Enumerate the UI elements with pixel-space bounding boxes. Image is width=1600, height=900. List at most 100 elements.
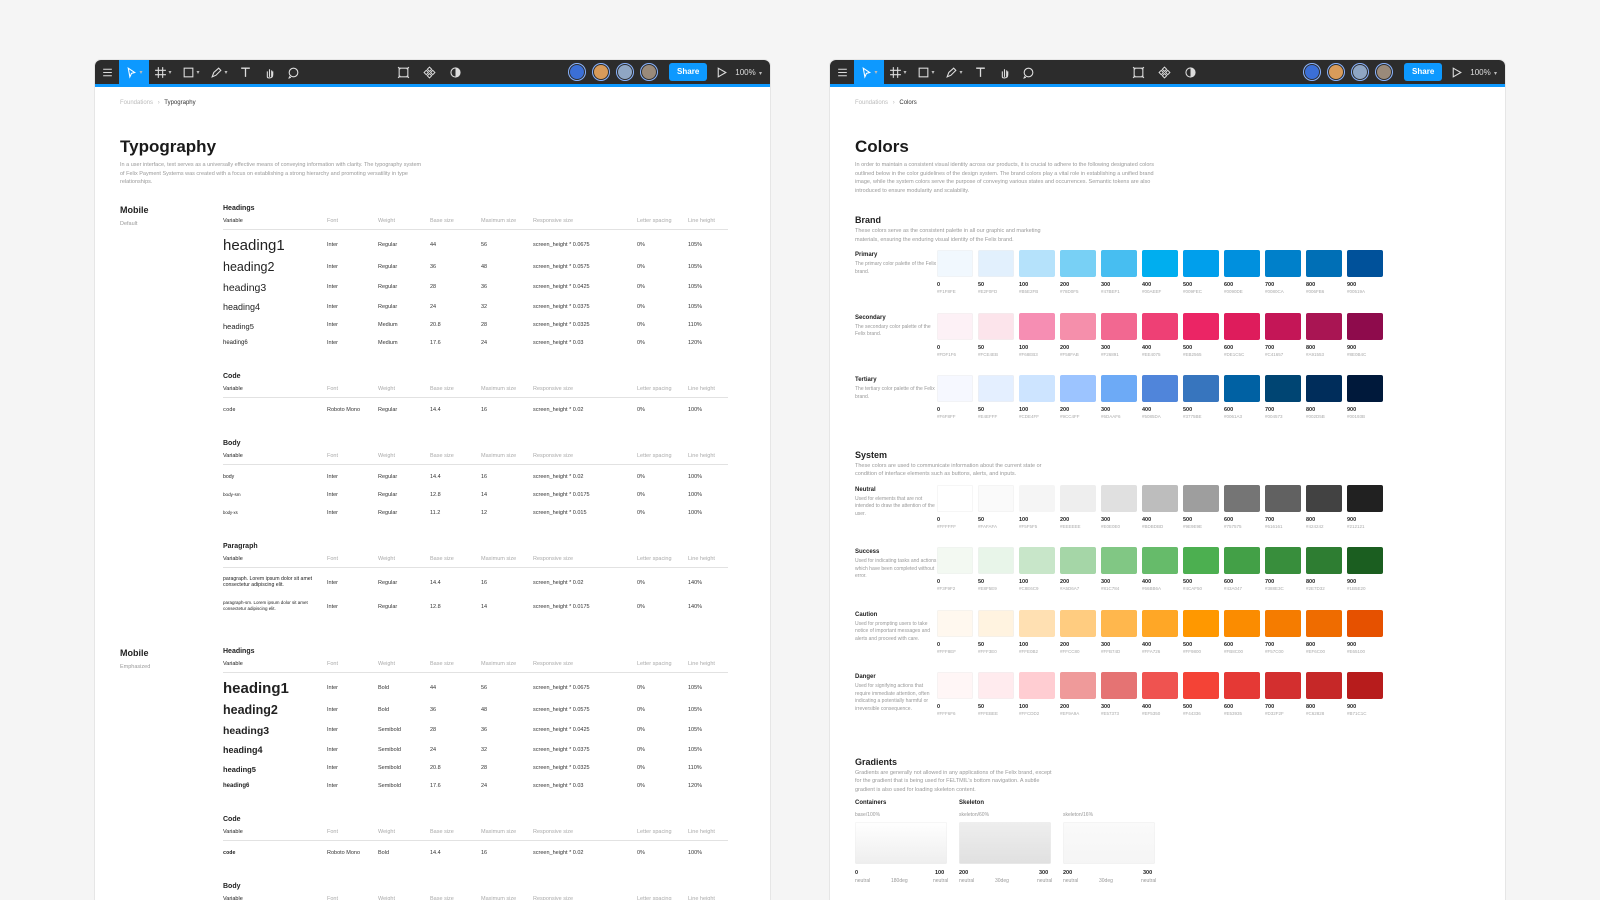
color-swatch[interactable]: 0 #FFF8EF [937, 609, 973, 654]
color-swatch[interactable]: 800 #424242 [1306, 484, 1342, 529]
color-swatch[interactable]: 300 #6DAAF6 [1101, 375, 1137, 419]
color-swatch[interactable]: 500 #4CAF50 [1183, 547, 1219, 591]
gradient-swatch[interactable] [959, 821, 1051, 864]
color-swatch[interactable]: 0 #FFF6F6 [937, 672, 973, 716]
present-icon[interactable] [713, 60, 729, 86]
color-swatch[interactable]: 700 #D32F2F [1265, 672, 1301, 716]
color-swatch[interactable]: 200 #A5D6A7 [1060, 547, 1096, 591]
hand-icon[interactable] [257, 60, 281, 86]
color-swatch[interactable]: 900 #00519A [1347, 250, 1383, 294]
color-swatch[interactable]: 100 #C8E6C9 [1019, 547, 1055, 591]
color-swatch[interactable]: 50 #FCE4EB [978, 312, 1014, 357]
avatar[interactable] [1328, 64, 1345, 80]
color-swatch[interactable]: 800 #002D5B [1306, 375, 1342, 419]
component-set-icon[interactable] [391, 60, 415, 86]
comment-icon[interactable] [1016, 60, 1040, 86]
color-swatch[interactable]: 200 #78D0F5 [1060, 250, 1096, 294]
color-swatch[interactable]: 900 #8E0B4C [1347, 312, 1383, 357]
avatar[interactable] [1376, 64, 1393, 80]
color-swatch[interactable]: 900 #E65100 [1347, 609, 1383, 654]
color-swatch[interactable]: 50 #FAFAFA [978, 484, 1014, 529]
hand-icon[interactable] [992, 60, 1016, 86]
avatar[interactable] [641, 64, 658, 80]
color-swatch[interactable]: 0 #F6F8FF [937, 375, 973, 419]
gradient-swatch[interactable] [1063, 821, 1155, 864]
avatar[interactable] [1352, 64, 1369, 80]
color-swatch[interactable]: 200 #9CC4FF [1060, 375, 1096, 419]
color-swatch[interactable]: 500 #EB2565 [1183, 312, 1219, 357]
color-swatch[interactable]: 400 #00AEEF [1142, 250, 1178, 294]
color-swatch[interactable]: 200 #F58FAB [1060, 312, 1096, 357]
component-set-icon[interactable] [1126, 60, 1150, 86]
color-swatch[interactable]: 500 #3775BE [1183, 375, 1219, 419]
gradient-swatch[interactable] [855, 821, 947, 864]
color-swatch[interactable]: 100 #FFCDD2 [1019, 672, 1055, 716]
color-swatch[interactable]: 400 #EE4075 [1142, 312, 1178, 357]
color-swatch[interactable]: 400 #66BB6A [1142, 547, 1178, 591]
color-swatch[interactable]: 0 #F3F9F2 [937, 547, 973, 591]
color-swatch[interactable]: 700 #004573 [1265, 375, 1301, 419]
color-swatch[interactable]: 800 #2E7D32 [1306, 547, 1342, 591]
move-icon[interactable]: ▾ [119, 60, 149, 86]
breadcrumb-parent[interactable]: Foundations [120, 100, 154, 106]
color-swatch[interactable]: 0 #FDF1F6 [937, 312, 973, 357]
color-swatch[interactable]: 700 #616161 [1265, 484, 1301, 529]
color-swatch[interactable]: 50 #E4EFFF [978, 375, 1014, 419]
avatar[interactable] [569, 64, 586, 80]
color-swatch[interactable]: 200 #EF9A9A [1060, 672, 1096, 716]
color-swatch[interactable]: 700 #0080CA [1265, 250, 1301, 294]
move-icon[interactable]: ▾ [854, 60, 884, 86]
color-swatch[interactable]: 500 #F44336 [1183, 672, 1219, 716]
color-swatch[interactable]: 300 #E57373 [1101, 672, 1137, 716]
shape-icon[interactable]: ▾ [177, 60, 205, 86]
menu-icon[interactable] [95, 60, 119, 86]
component-icon[interactable] [417, 60, 441, 86]
color-swatch[interactable]: 900 #212121 [1347, 484, 1383, 529]
component-icon[interactable] [1152, 60, 1176, 86]
color-swatch[interactable]: 700 #C41657 [1265, 312, 1301, 357]
color-swatch[interactable]: 600 #E53935 [1224, 672, 1260, 716]
color-swatch[interactable]: 700 #F57C00 [1265, 609, 1301, 654]
color-swatch[interactable]: 100 #B5E2FB [1019, 250, 1055, 294]
color-swatch[interactable]: 800 #C62828 [1306, 672, 1342, 716]
comment-icon[interactable] [281, 60, 305, 86]
color-swatch[interactable]: 900 #B71C1C [1347, 672, 1383, 716]
color-swatch[interactable]: 300 #F26891 [1101, 312, 1137, 357]
color-swatch[interactable]: 800 #EF6C00 [1306, 609, 1342, 654]
color-swatch[interactable]: 300 #FFB74D [1101, 609, 1137, 654]
color-swatch[interactable]: 700 #388E3C [1265, 547, 1301, 591]
present-icon[interactable] [1448, 60, 1464, 86]
color-swatch[interactable]: 600 #757575 [1224, 484, 1260, 529]
avatar[interactable] [1304, 64, 1321, 80]
color-swatch[interactable]: 600 #43A047 [1224, 547, 1260, 591]
avatar[interactable] [593, 64, 610, 80]
pen-icon[interactable]: ▾ [940, 60, 968, 86]
contrast-icon[interactable] [443, 60, 467, 86]
color-swatch[interactable]: 200 #FFCC80 [1060, 609, 1096, 654]
color-swatch[interactable]: 800 #A91553 [1306, 312, 1342, 357]
shape-icon[interactable]: ▾ [912, 60, 940, 86]
color-swatch[interactable]: 500 #009FEC [1183, 250, 1219, 294]
color-swatch[interactable]: 100 #F68EB3 [1019, 312, 1055, 357]
menu-icon[interactable] [830, 60, 854, 86]
color-swatch[interactable]: 900 #1B5E20 [1347, 547, 1383, 591]
share-button[interactable]: Share [1404, 63, 1443, 81]
color-swatch[interactable]: 300 #E0E0E0 [1101, 484, 1137, 529]
color-swatch[interactable]: 100 #FFE0B2 [1019, 609, 1055, 654]
color-swatch[interactable]: 200 #EEEEEE [1060, 484, 1096, 529]
color-swatch[interactable]: 100 #CDE4FF [1019, 375, 1055, 419]
color-swatch[interactable]: 400 #5085DA [1142, 375, 1178, 419]
color-swatch[interactable]: 0 #F1F8FE [937, 250, 973, 294]
color-swatch[interactable]: 500 #FF9800 [1183, 609, 1219, 654]
color-swatch[interactable]: 900 #00193B [1347, 375, 1383, 419]
color-swatch[interactable]: 600 #0061A3 [1224, 375, 1260, 419]
color-swatch[interactable]: 50 #FFF3E0 [978, 609, 1014, 654]
color-swatch[interactable]: 800 #006FB6 [1306, 250, 1342, 294]
frame-icon[interactable]: ▾ [884, 60, 912, 86]
color-swatch[interactable]: 400 #EF5350 [1142, 672, 1178, 716]
zoom-select[interactable]: 100% ▾ [1470, 68, 1497, 77]
color-swatch[interactable]: 300 #47BEF1 [1101, 250, 1137, 294]
text-icon[interactable] [968, 60, 992, 86]
color-swatch[interactable]: 500 #9E9E9E [1183, 484, 1219, 529]
color-swatch[interactable]: 600 #0090DE [1224, 250, 1260, 294]
